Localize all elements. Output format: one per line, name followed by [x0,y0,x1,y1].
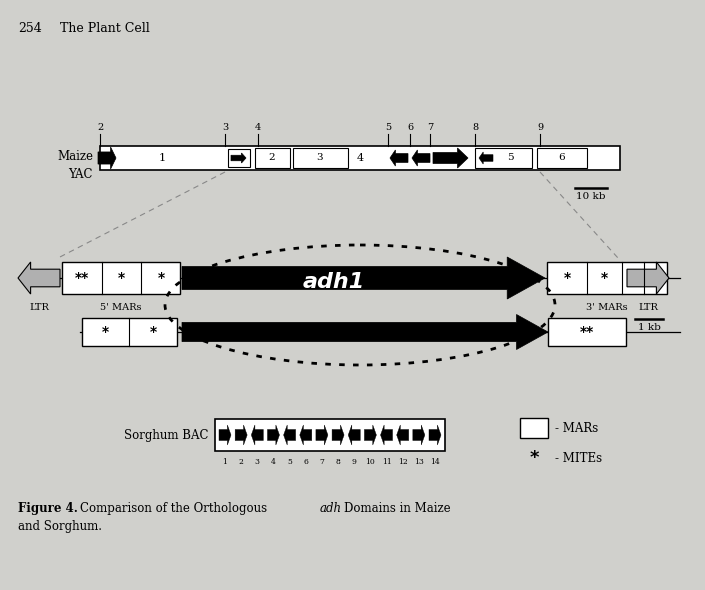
Bar [215,419,445,451]
Polygon shape [251,425,263,445]
Polygon shape [397,425,409,445]
Text: 7: 7 [427,123,433,132]
Text: *: * [630,271,637,285]
Polygon shape [433,148,468,168]
Bar [520,418,548,438]
Polygon shape [364,425,376,445]
Text: *: * [563,271,570,285]
Text: 2: 2 [239,458,244,466]
Text: 5: 5 [385,123,391,132]
Text: 6: 6 [558,153,565,162]
Text: 9: 9 [537,123,543,132]
Polygon shape [381,425,393,445]
Text: The Plant Cell: The Plant Cell [60,22,149,35]
Text: 2: 2 [97,123,103,132]
Text: 12: 12 [398,458,407,466]
Text: 3' MARs: 3' MARs [586,303,628,312]
Text: 5: 5 [507,153,513,162]
Text: *: * [157,271,164,285]
Text: 11: 11 [381,458,391,466]
Text: and Sorghum.: and Sorghum. [18,520,102,533]
Text: 6: 6 [407,123,413,132]
Polygon shape [283,425,295,445]
Text: *: * [601,271,608,285]
Text: 1: 1 [159,153,166,163]
Text: Comparison of the Orthologous: Comparison of the Orthologous [80,502,267,515]
Text: Sorghum BAC: Sorghum BAC [123,428,208,441]
Polygon shape [348,425,360,445]
Bar [548,318,626,346]
Text: 3: 3 [255,458,260,466]
Bar [475,148,532,168]
Text: 14: 14 [430,458,440,466]
Bar [228,149,250,167]
Polygon shape [267,425,279,445]
Text: *: * [118,271,125,285]
Text: **: ** [648,271,662,285]
Text: 10 kb: 10 kb [576,192,606,201]
Text: 3: 3 [317,153,324,162]
Polygon shape [98,147,116,169]
Bar [537,148,587,168]
Text: LTR: LTR [29,303,49,312]
Polygon shape [479,152,493,164]
Text: adh1: adh1 [302,272,364,292]
Text: 4: 4 [255,123,261,132]
Text: *: * [149,325,157,339]
Text: 4: 4 [271,458,276,466]
Polygon shape [182,257,545,299]
Polygon shape [300,425,312,445]
Text: 254: 254 [18,22,42,35]
Text: 5' MARs: 5' MARs [100,303,142,312]
Text: LTR: LTR [638,303,658,312]
Polygon shape [316,425,328,445]
Polygon shape [429,425,441,445]
Text: Figure 4.: Figure 4. [18,502,78,515]
Bar [82,318,177,346]
Text: 2: 2 [269,153,276,162]
Text: - MARs: - MARs [555,421,599,434]
Polygon shape [235,425,247,445]
Text: **: ** [75,271,89,285]
Bar [100,146,620,170]
Text: 7: 7 [319,458,324,466]
Text: 8: 8 [336,458,341,466]
Text: Maize
YAC: Maize YAC [57,150,93,181]
Polygon shape [627,262,669,294]
Polygon shape [231,153,246,163]
Bar [293,148,348,168]
Polygon shape [18,262,60,294]
Text: 1 kb: 1 kb [637,323,661,332]
Text: 6: 6 [303,458,308,466]
Polygon shape [390,150,408,166]
Text: **: ** [580,325,594,339]
Polygon shape [332,425,344,445]
Text: Domains in Maize: Domains in Maize [344,502,450,515]
Text: 9: 9 [352,458,357,466]
Text: 10: 10 [365,458,375,466]
Bar [547,262,667,294]
Text: 5: 5 [287,458,292,466]
Polygon shape [413,425,425,445]
Text: 4: 4 [357,153,364,163]
Bar [62,262,180,294]
Text: *: * [102,325,109,339]
Text: 1: 1 [223,458,228,466]
Polygon shape [219,425,231,445]
Polygon shape [412,150,430,166]
Text: adh: adh [320,502,342,515]
Polygon shape [182,314,548,349]
Text: 3: 3 [222,123,228,132]
Text: 8: 8 [472,123,478,132]
Text: *: * [529,449,539,467]
Text: - MITEs: - MITEs [555,451,602,464]
Text: 13: 13 [414,458,424,466]
Bar [255,148,290,168]
